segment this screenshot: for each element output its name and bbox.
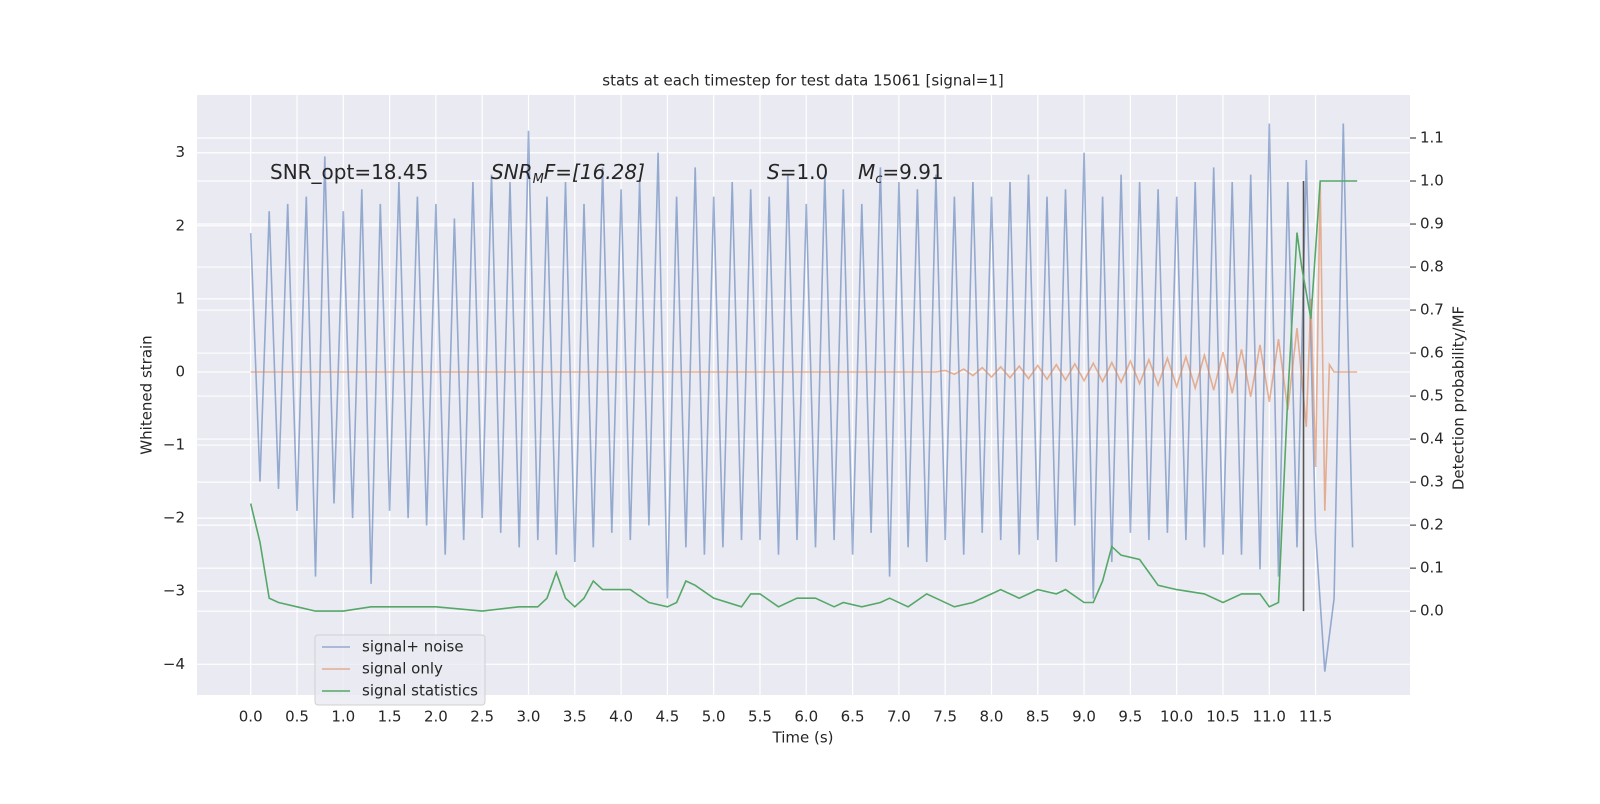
x-tick-label: 10.0 [1160, 708, 1193, 726]
y2-tick-label: 0.8 [1420, 258, 1444, 276]
marks [249, 123, 1358, 672]
y2-tick-label: 0.5 [1420, 387, 1444, 405]
annotation-text: M [858, 160, 875, 184]
annotation-text: SNR [491, 160, 533, 184]
annotation: SNR_opt=18.45 [270, 160, 428, 184]
x-tick-label: 6.5 [841, 708, 865, 726]
x-tick-label: 8.0 [980, 708, 1004, 726]
x-tick-label: 4.5 [655, 708, 679, 726]
y-axis-label: Whitened strain [138, 335, 156, 454]
y2-tick-label: 1.0 [1420, 172, 1444, 190]
x-tick-label: 11.5 [1299, 708, 1332, 726]
annotation: S=1.0 [767, 160, 828, 184]
x-tick-label: 3.0 [517, 708, 541, 726]
x-tick-label: 2.0 [424, 708, 448, 726]
y-tick-label: −1 [163, 436, 185, 454]
series-line [249, 180, 1358, 612]
y2-axis-label: Detection probability/MF [1450, 306, 1468, 490]
legend: signal+ noise signal only signal statistic… [314, 634, 486, 706]
x-axis-label: Time (s) [772, 729, 834, 747]
x-tick-label: 2.5 [470, 708, 494, 726]
y-tick-label: 0 [175, 362, 185, 380]
annotation-text: F=[16.28] [544, 160, 645, 184]
annotation-text: =9.91 [882, 160, 943, 184]
y2-tick-label: 0.2 [1420, 516, 1444, 534]
chart-title: stats at each timestep for test data 150… [602, 72, 1003, 90]
plot-area [197, 95, 1410, 695]
y2-tick-label: 1.1 [1420, 129, 1444, 147]
y-tick-label: 3 [175, 143, 185, 161]
x-tick-label: 8.5 [1026, 708, 1050, 726]
y-tick-label: −4 [163, 655, 185, 673]
x-tick-label: 1.0 [331, 708, 355, 726]
y-tick-label: −3 [163, 582, 185, 600]
legend-label: signal+ noise [362, 638, 464, 656]
x-tick-label: 5.5 [748, 708, 772, 726]
annotation-subscript: M [533, 172, 544, 187]
x-tick-label: 9.5 [1118, 708, 1142, 726]
x-tick-label: 0.5 [285, 708, 309, 726]
y2-tick-label: 0.4 [1420, 430, 1444, 448]
x-tick-label: 3.5 [563, 708, 587, 726]
y2-tick-label: 0.6 [1420, 344, 1444, 362]
series-line [250, 181, 1358, 511]
annotation-text: =1.0 [780, 160, 829, 184]
x-tick-label: 1.5 [378, 708, 402, 726]
x-tick-label: 7.0 [887, 708, 911, 726]
y2-tick-label: 0.9 [1420, 215, 1444, 233]
annotation-text: S [767, 160, 780, 184]
legend-label: signal statistics [362, 682, 478, 700]
annotation-text: SNR_opt=18.45 [270, 160, 428, 184]
annotation: SNRMF=[16.28] [491, 160, 645, 187]
legend-label: signal only [362, 660, 443, 678]
y-tick-label: 2 [175, 216, 185, 234]
annotation-subscript: c [875, 172, 882, 187]
y2-tick-label: 0.1 [1420, 559, 1444, 577]
x-tick-label: 11.0 [1253, 708, 1286, 726]
y2-tick-label: 0.0 [1420, 602, 1444, 620]
x-tick-label: 7.5 [933, 708, 957, 726]
x-tick-label: 6.0 [794, 708, 818, 726]
x-tick-label: 9.0 [1072, 708, 1096, 726]
annotation: Mc=9.91 [858, 160, 944, 187]
x-tick-label: 4.0 [609, 708, 633, 726]
x-tick-label: 10.5 [1206, 708, 1239, 726]
x-tick-label: 5.0 [702, 708, 726, 726]
y2-tick-label: 0.7 [1420, 301, 1444, 319]
y-tick-label: 1 [175, 289, 185, 307]
legend-box [314, 634, 486, 706]
y-tick-label: −2 [163, 509, 185, 527]
x-tick-label: 0.0 [239, 708, 263, 726]
y2-tick-label: 0.3 [1420, 473, 1444, 491]
